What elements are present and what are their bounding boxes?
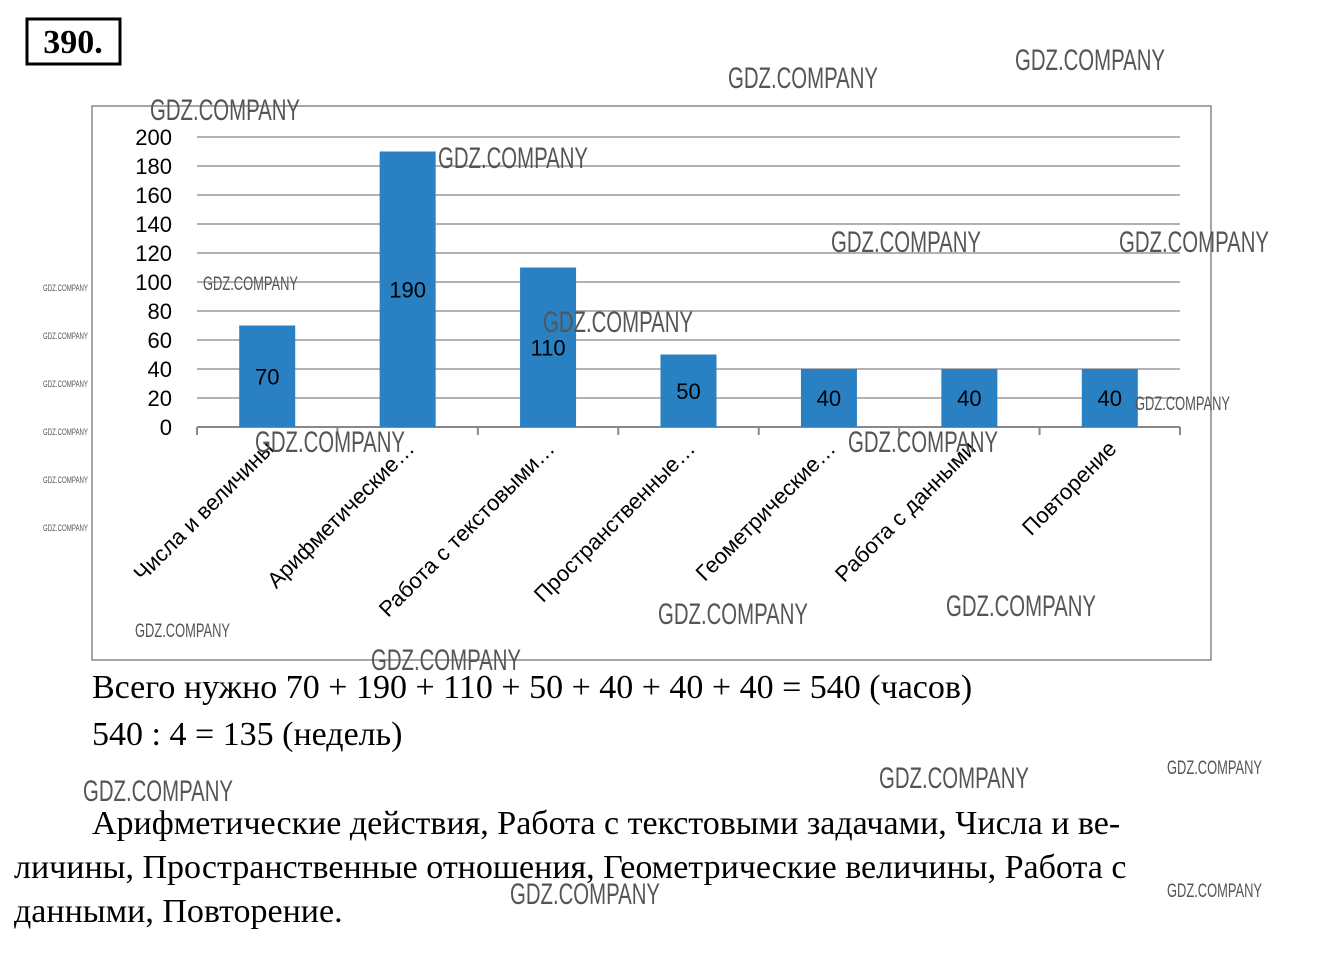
- answer-line: данными, Повторение.: [14, 893, 343, 930]
- bar: [660, 354, 717, 427]
- watermark: GDZ.COMPANY: [658, 598, 808, 631]
- watermark: GDZ.COMPANY: [43, 427, 88, 437]
- solution-line: Всего нужно 70 + 190 + 110 + 50 + 40 + 4…: [92, 669, 972, 706]
- data-label: 50: [676, 379, 700, 404]
- watermark: GDZ.COMPANY: [135, 621, 230, 642]
- watermark: GDZ.COMPANY: [1135, 394, 1230, 415]
- answer-line: Арифметические действия, Работа с тексто…: [92, 805, 1120, 842]
- number-box: [25, 17, 122, 66]
- watermark: GDZ.COMPANY: [43, 379, 88, 389]
- data-label: 190: [389, 277, 426, 302]
- x-tick-label: Повторение: [1017, 436, 1121, 540]
- watermark: GDZ.COMPANY: [946, 590, 1096, 623]
- y-tick-label: 80: [148, 299, 172, 324]
- watermark: GDZ.COMPANY: [848, 426, 998, 459]
- y-tick-label: 20: [148, 386, 172, 411]
- x-tick-label: Пространственные…: [529, 436, 700, 607]
- watermark: GDZ.COMPANY: [203, 274, 298, 295]
- y-tick-label: 160: [135, 183, 172, 208]
- watermark: GDZ.COMPANY: [1167, 758, 1262, 779]
- bar: [239, 325, 296, 427]
- data-label: 40: [957, 386, 981, 411]
- x-tick-label: Арифметические…: [262, 436, 419, 593]
- y-tick-label: 140: [135, 212, 172, 237]
- watermark: GDZ.COMPANY: [1015, 44, 1165, 77]
- y-tick-label: 60: [148, 328, 172, 353]
- watermark: GDZ.COMPANY: [43, 475, 88, 485]
- y-tick-label: 200: [135, 125, 172, 150]
- watermark: GDZ.COMPANY: [728, 62, 878, 95]
- y-tick-label: 120: [135, 241, 172, 266]
- bar: [941, 369, 998, 427]
- watermark: GDZ.COMPANY: [43, 331, 88, 341]
- y-tick-label: 100: [135, 270, 172, 295]
- watermark: GDZ.COMPANY: [1119, 226, 1269, 259]
- watermark: GDZ.COMPANY: [43, 283, 88, 293]
- watermark: GDZ.COMPANY: [255, 426, 405, 459]
- watermark: GDZ.COMPANY: [371, 644, 521, 677]
- watermark: GDZ.COMPANY: [83, 775, 233, 808]
- solution-line: 540 : 4 = 135 (недель): [92, 716, 402, 753]
- data-label: 40: [1098, 386, 1122, 411]
- x-tick-label: Геометрические…: [691, 436, 841, 586]
- data-label: 110: [531, 335, 566, 360]
- answer-line: личины, Пространственные отношения, Геом…: [14, 849, 1126, 886]
- problem-number: 390.: [43, 24, 103, 61]
- chart-frame: [91, 105, 1212, 661]
- bar: [379, 151, 436, 427]
- y-tick-label: 40: [148, 357, 172, 382]
- bar: [800, 369, 857, 427]
- watermark: GDZ.COMPANY: [879, 762, 1029, 795]
- data-label: 40: [817, 386, 841, 411]
- watermark: GDZ.COMPANY: [831, 226, 981, 259]
- watermark: GDZ.COMPANY: [43, 523, 88, 533]
- watermark: GDZ.COMPANY: [1167, 881, 1262, 902]
- watermark: GDZ.COMPANY: [543, 306, 693, 339]
- y-tick-label: 0: [160, 415, 172, 440]
- bar: [1081, 369, 1138, 427]
- bar: [520, 267, 577, 427]
- watermark: GDZ.COMPANY: [150, 94, 300, 127]
- data-label: 70: [255, 364, 279, 389]
- watermark: GDZ.COMPANY: [438, 142, 588, 175]
- y-tick-label: 180: [135, 154, 172, 179]
- watermark: GDZ.COMPANY: [510, 878, 660, 911]
